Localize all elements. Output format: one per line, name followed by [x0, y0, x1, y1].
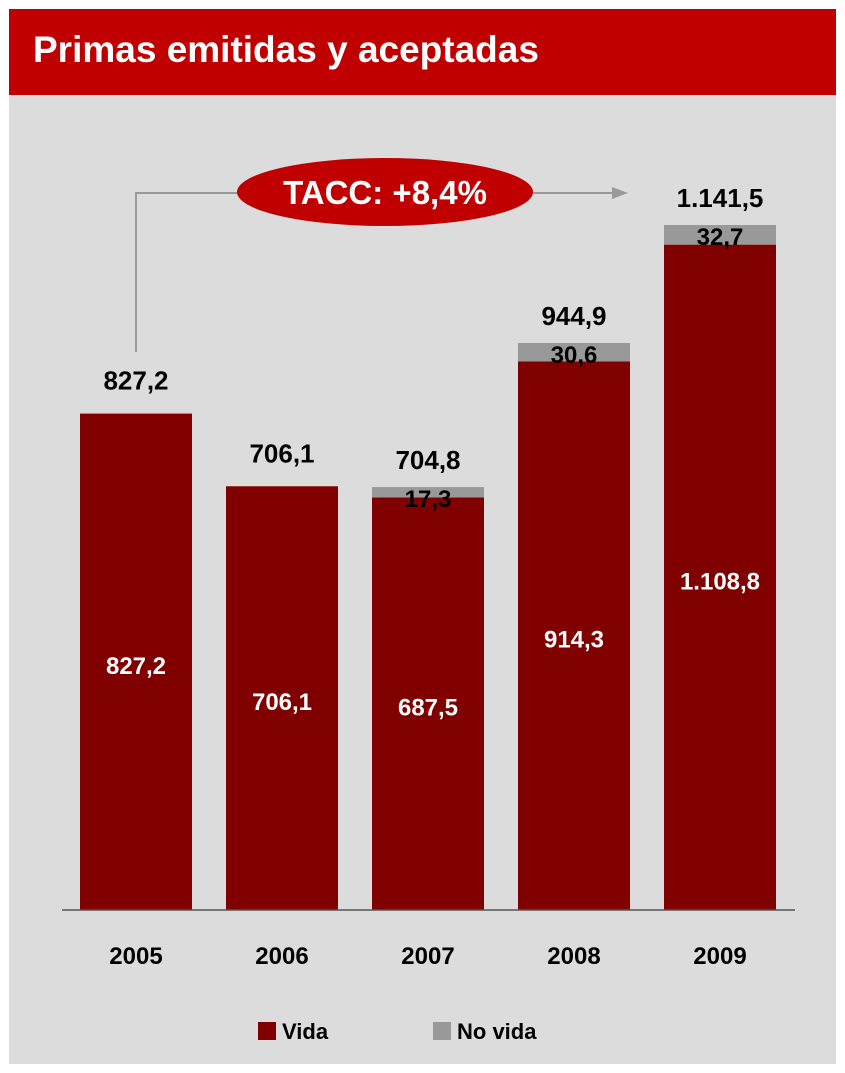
page-title: Primas emitidas y aceptadas [33, 29, 539, 70]
bar-vida-2005 [80, 413, 192, 910]
legend-swatch-no-vida [433, 1022, 451, 1040]
vida-value-label: 706,1 [252, 689, 312, 716]
x-tick-label: 2007 [401, 943, 454, 970]
x-tick-label: 2009 [693, 943, 746, 970]
total-value-label: 827,2 [103, 366, 168, 396]
total-value-label: 704,8 [395, 445, 460, 475]
growth-arrow-head [612, 187, 628, 199]
legend-label-no-vida: No vida [457, 1019, 537, 1044]
total-value-label: 1.141,5 [677, 183, 764, 213]
no-vida-value-label: 17,3 [405, 486, 452, 513]
total-value-label: 706,1 [249, 438, 314, 468]
vida-value-label: 1.108,8 [680, 568, 760, 595]
x-tick-label: 2005 [109, 943, 162, 970]
vida-value-label: 914,3 [544, 627, 604, 654]
bar-vida-2008 [518, 361, 630, 910]
vida-value-label: 827,2 [106, 653, 166, 680]
growth-connector-line [135, 192, 240, 352]
header-bar: Primas emitidas y aceptadas [9, 9, 836, 95]
no-vida-value-label: 30,6 [551, 342, 598, 369]
bar-no-vida-2009 [664, 225, 776, 245]
growth-badge-label: TACC: +8,4% [283, 174, 487, 211]
vida-value-label: 687,5 [398, 695, 458, 722]
no-vida-value-label: 32,7 [697, 224, 744, 251]
growth-badge [237, 158, 533, 226]
x-tick-label: 2008 [547, 943, 600, 970]
bar-vida-2009 [664, 244, 776, 910]
bar-no-vida-2007 [372, 487, 484, 498]
bar-no-vida-2008 [518, 342, 630, 362]
x-tick-label: 2006 [255, 943, 308, 970]
bar-vida-2006 [226, 486, 338, 910]
total-value-label: 944,9 [541, 301, 606, 331]
bar-vida-2007 [372, 497, 484, 910]
legend-swatch-vida [258, 1022, 276, 1040]
legend-label-vida: Vida [282, 1019, 329, 1044]
